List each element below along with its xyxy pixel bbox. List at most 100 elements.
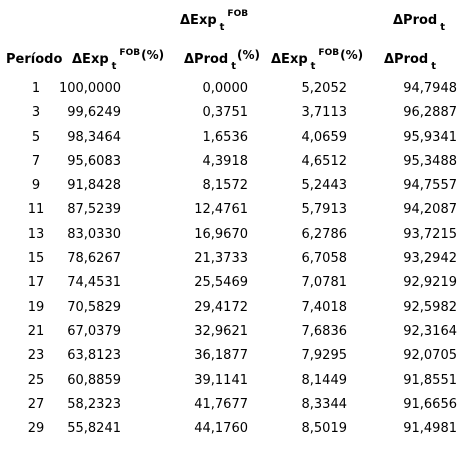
column-header-exp-2: ΔExp tFOB(%) — [271, 48, 364, 72]
top-header-prod: ΔProd t — [393, 14, 445, 33]
prod-share-cell: 93,2942 — [403, 251, 457, 267]
period-cell: 19 — [27, 299, 45, 315]
table-row: 1 100,0000 0,0000 5,2052 94,7948 — [0, 82, 475, 106]
prod-share-cell: 96,2887 — [403, 105, 457, 121]
exp-fob-share-cell: 100,0000 — [58, 81, 121, 96]
top-header-exp-sub: t — [219, 22, 225, 33]
prod-share-cell: 92,0705 — [403, 348, 457, 364]
period-cell: 3 — [31, 105, 41, 121]
period-cell: 7 — [31, 153, 41, 169]
period-cell: 17 — [27, 275, 45, 291]
period-cell: 15 — [27, 251, 45, 267]
column-header-prod-2: ΔProd t — [384, 52, 437, 72]
prod-share-cell: 12,4761 — [194, 202, 248, 218]
prod-share-cell: 95,9341 — [403, 129, 457, 145]
prod-share-cell: 32,9621 — [194, 323, 248, 339]
period-cell: 5 — [31, 129, 41, 145]
table-row: 7 95,6083 4,3918 4,6512 95,3488 — [0, 155, 475, 179]
exp-fob-share-cell: 87,5239 — [67, 202, 121, 218]
prod-share-cell: 8,1572 — [202, 178, 249, 194]
exp-fob-share-cell: 98,3464 — [67, 129, 121, 145]
table-row: 9 91,8428 8,1572 5,2443 94,7557 — [0, 179, 475, 203]
prod-share-cell: 93,7215 — [403, 226, 457, 242]
table-row: 29 55,8241 44,1760 8,5019 91,4981 — [0, 422, 475, 446]
exp-fob-share-cell: 8,1449 — [301, 372, 348, 388]
top-header-exp-symbol: ΔExp — [180, 13, 217, 28]
exp-fob-share-cell: 63,8123 — [67, 348, 121, 364]
exp-fob-share-cell: 83,0330 — [67, 226, 121, 242]
period-cell: 27 — [27, 396, 45, 412]
period-cell: 1 — [31, 81, 41, 96]
table-row: 17 74,4531 25,5469 7,0781 92,9219 — [0, 276, 475, 300]
column-header-prod-1: ΔProd t(%) — [184, 48, 261, 72]
column-header-period: Período — [6, 52, 63, 67]
period-cell: 21 — [27, 323, 45, 339]
exp-fob-share-cell: 7,0781 — [301, 275, 348, 291]
table-row: 5 98,3464 1,6536 4,0659 95,9341 — [0, 131, 475, 155]
table-row: 11 87,5239 12,4761 5,7913 94,2087 — [0, 203, 475, 227]
exp-fob-share-cell: 67,0379 — [67, 323, 121, 339]
top-header-prod-sub: t — [440, 22, 446, 33]
prod-share-cell: 39,1141 — [194, 372, 248, 388]
prod-share-cell: 92,5982 — [403, 299, 457, 315]
exp-fob-share-cell: 5,2052 — [301, 81, 348, 96]
prod-share-cell: 1,6536 — [202, 129, 249, 145]
prod-share-cell: 29,4172 — [194, 299, 248, 315]
period-cell: 25 — [27, 372, 45, 388]
prod-share-cell: 91,8551 — [403, 372, 457, 388]
prod-share-cell: 92,9219 — [403, 275, 457, 291]
exp-fob-share-cell: 8,3344 — [301, 396, 348, 412]
exp-fob-share-cell: 6,2786 — [301, 226, 348, 242]
prod-share-cell: 94,7557 — [403, 178, 457, 194]
table-row: 19 70,5829 29,4172 7,4018 92,5982 — [0, 301, 475, 325]
exp-fob-share-cell: 91,8428 — [67, 178, 121, 194]
top-header-exp: ΔExp tFOB — [180, 10, 248, 33]
exp-fob-share-cell: 3,7113 — [301, 105, 348, 121]
table-row: 25 60,8859 39,1141 8,1449 91,8551 — [0, 374, 475, 398]
exp-fob-share-cell: 60,8859 — [67, 372, 121, 388]
prod-share-cell: 0,0000 — [202, 81, 249, 96]
table-body: 1 100,0000 0,0000 5,2052 94,7948 3 99,62… — [0, 82, 475, 446]
exp-fob-share-cell: 95,6083 — [67, 153, 121, 169]
period-cell: 9 — [31, 178, 41, 194]
exp-fob-share-cell: 78,6267 — [67, 251, 121, 267]
table-row: 27 58,2323 41,7677 8,3344 91,6656 — [0, 398, 475, 422]
period-cell: 23 — [27, 348, 45, 364]
exp-fob-share-cell: 7,6836 — [301, 323, 348, 339]
table-row: 23 63,8123 36,1877 7,9295 92,0705 — [0, 349, 475, 373]
prod-share-cell: 25,5469 — [194, 275, 248, 291]
prod-share-cell: 94,2087 — [403, 202, 457, 218]
exp-fob-share-cell: 7,4018 — [301, 299, 348, 315]
prod-share-cell: 92,3164 — [403, 323, 457, 339]
exp-fob-share-cell: 4,0659 — [301, 129, 348, 145]
exp-fob-share-cell: 58,2323 — [67, 396, 121, 412]
prod-share-cell: 94,7948 — [403, 81, 457, 96]
prod-share-cell: 36,1877 — [194, 348, 248, 364]
table-row: 3 99,6249 0,3751 3,7113 96,2887 — [0, 106, 475, 130]
prod-share-cell: 44,1760 — [194, 421, 248, 437]
period-cell: 11 — [27, 202, 45, 218]
prod-share-cell: 21,3733 — [194, 251, 248, 267]
prod-share-cell: 16,9670 — [194, 226, 248, 242]
exp-fob-share-cell: 7,9295 — [301, 348, 348, 364]
exp-fob-share-cell: 5,2443 — [301, 178, 348, 194]
top-header-exp-sup: FOB — [227, 9, 249, 19]
exp-fob-share-cell: 8,5019 — [301, 421, 348, 437]
exp-fob-share-cell: 4,6512 — [301, 153, 348, 169]
exp-fob-share-cell: 6,7058 — [301, 251, 348, 267]
exp-fob-share-cell: 99,6249 — [67, 105, 121, 121]
period-cell: 29 — [27, 421, 45, 437]
period-cell: 13 — [27, 226, 45, 242]
exp-fob-share-cell: 5,7913 — [301, 202, 348, 218]
table-row: 13 83,0330 16,9670 6,2786 93,7215 — [0, 228, 475, 252]
prod-share-cell: 95,3488 — [403, 153, 457, 169]
table-row: 15 78,6267 21,3733 6,7058 93,2942 — [0, 252, 475, 276]
exp-fob-share-cell: 70,5829 — [67, 299, 121, 315]
exp-fob-share-cell: 55,8241 — [67, 421, 121, 437]
prod-share-cell: 91,6656 — [403, 396, 457, 412]
exp-fob-share-cell: 74,4531 — [67, 275, 121, 291]
prod-share-cell: 41,7677 — [194, 396, 248, 412]
prod-share-cell: 0,3751 — [202, 105, 249, 121]
table-row: 21 67,0379 32,9621 7,6836 92,3164 — [0, 325, 475, 349]
column-header-exp-1: ΔExp tFOB(%) — [72, 48, 165, 72]
